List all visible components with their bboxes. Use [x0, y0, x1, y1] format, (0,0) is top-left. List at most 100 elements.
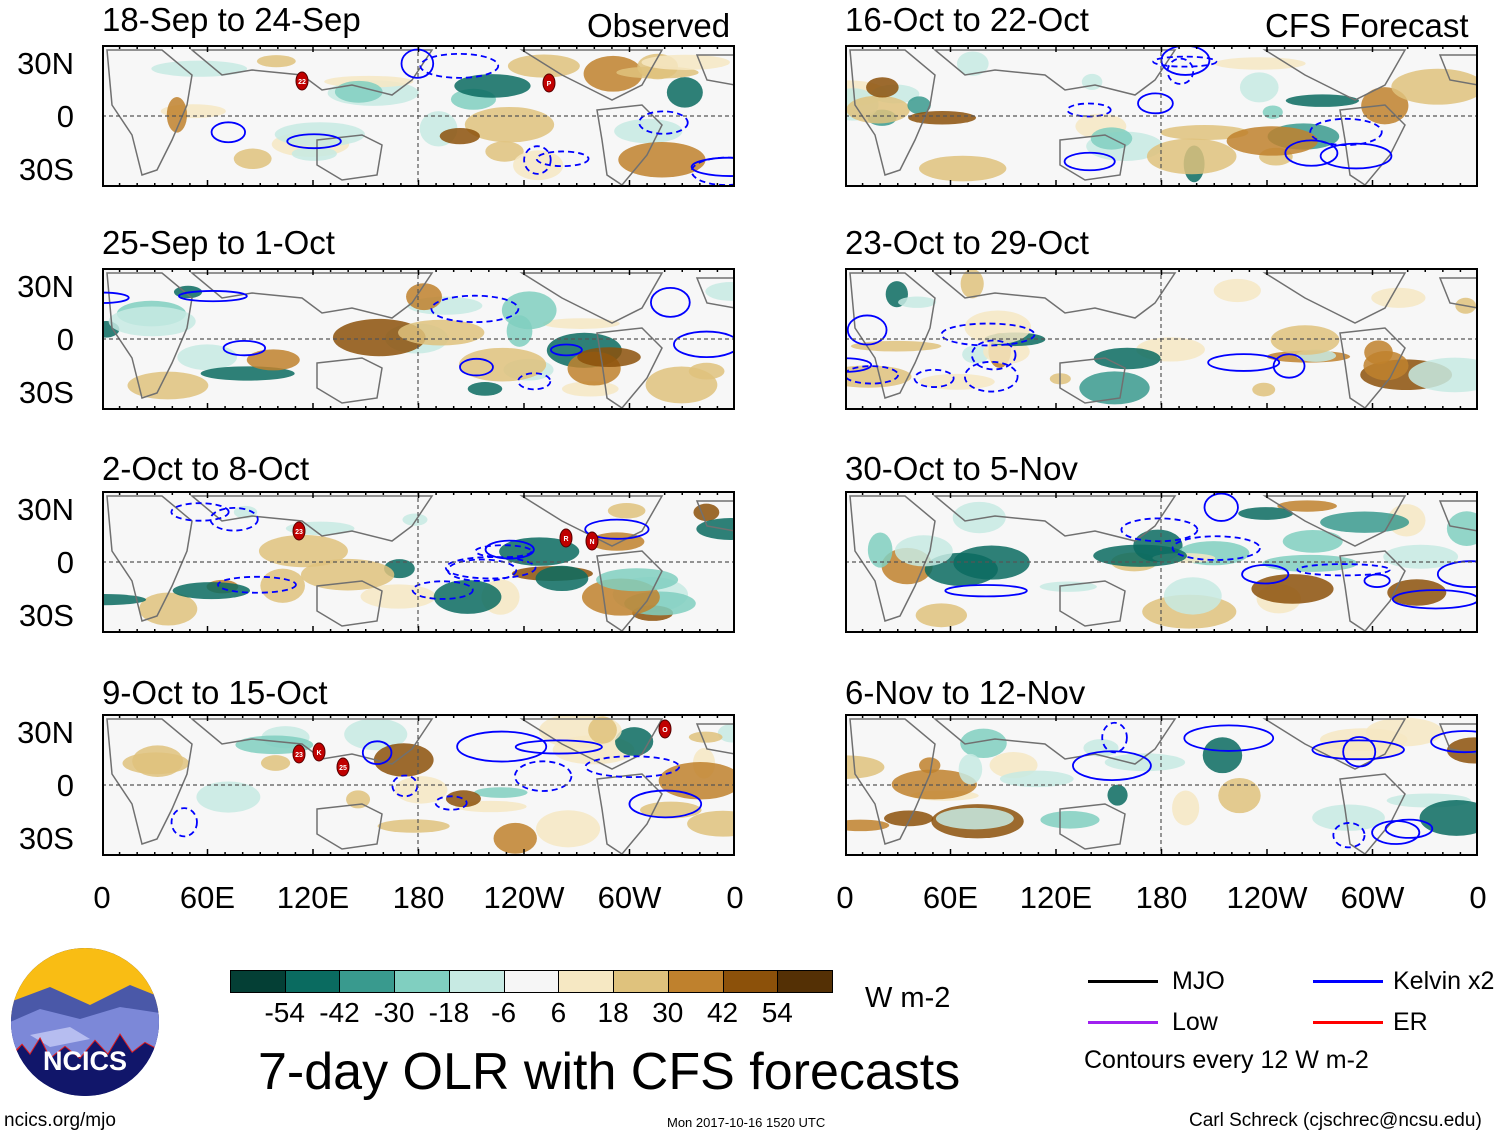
kelvin-contour — [391, 774, 419, 798]
storm-label: 22 — [298, 79, 306, 86]
kelvin-contour — [584, 518, 650, 540]
olr-anomaly-shade — [845, 819, 890, 832]
panel-title: 2-Oct to 8-Oct — [102, 450, 310, 487]
lat-label: 30S — [18, 598, 74, 633]
tropical-cyclone-icon: N — [585, 531, 599, 551]
coastline — [316, 357, 383, 404]
panel-title: 23-Oct to 29-Oct — [845, 224, 1089, 261]
olr-anomaly-shade — [439, 127, 480, 145]
kelvin-contour — [1241, 564, 1290, 585]
coastline — [1438, 500, 1478, 532]
coastline — [695, 54, 735, 86]
olr-anomaly-shade — [1320, 511, 1410, 533]
coastline — [1262, 718, 1407, 770]
coastline — [1262, 49, 1407, 101]
olr-anomaly-shade — [373, 743, 434, 777]
olr-anomaly-shade — [618, 142, 706, 178]
map-panel — [845, 45, 1478, 187]
kelvin-contour — [845, 365, 899, 385]
olr-anomaly-shade — [1391, 68, 1478, 105]
coastline — [1438, 277, 1478, 309]
olr-anomaly-shade — [233, 148, 272, 170]
olr-anomaly-shade — [1277, 500, 1337, 512]
coastline — [106, 272, 193, 399]
olr-anomaly-shade — [866, 77, 899, 98]
olr-anomaly-shade — [1262, 554, 1358, 572]
olr-anomaly-shade — [132, 745, 184, 777]
kelvin-contour — [1384, 818, 1434, 839]
kelvin-contour — [1101, 721, 1128, 754]
olr-anomaly-shade — [607, 503, 646, 519]
kelvin-contour — [913, 368, 955, 388]
olr-anomaly-shade — [300, 558, 395, 591]
olr-anomaly-shade — [891, 769, 977, 800]
contour-note: Contours every 12 W m-2 — [1084, 1046, 1369, 1074]
kelvin-contour — [446, 558, 518, 582]
logo-text: NCICS — [43, 1046, 127, 1076]
lat-label: 30N — [17, 492, 74, 527]
storm-label: 25 — [339, 765, 347, 772]
colorbar-label: 30 — [652, 997, 684, 1028]
olr-anomaly-shade — [693, 503, 720, 521]
coastline — [849, 718, 936, 845]
olr-anomaly-shade — [687, 810, 735, 837]
map-panel: 23 R N — [102, 491, 735, 633]
olr-anomaly-shade — [291, 146, 337, 161]
coastline — [1339, 327, 1406, 409]
kelvin-contour — [484, 539, 535, 560]
tropical-cyclone-icon: O — [658, 719, 672, 739]
olr-anomaly-shade — [1104, 753, 1186, 772]
olr-anomaly-shade — [542, 318, 620, 329]
olr-anomaly-shade — [688, 731, 723, 743]
kelvin-contour — [1342, 736, 1377, 768]
lon-label: 0 — [1469, 880, 1487, 915]
lon-label: 60W — [1340, 880, 1405, 915]
olr-anomaly-shade — [960, 269, 984, 299]
kelvin-contour — [940, 322, 1036, 347]
olr-anomaly-shade — [246, 349, 300, 371]
lat-label: 30N — [17, 46, 74, 81]
map-panel: 23 K 25 O — [102, 714, 735, 856]
colorbar-label: 18 — [597, 997, 629, 1028]
kelvin-contour — [1319, 142, 1393, 170]
olr-anomaly-shade — [1312, 804, 1385, 831]
colorbar-swatch — [777, 970, 833, 993]
coastline — [316, 134, 383, 181]
olr-anomaly-shade — [346, 790, 371, 809]
olr-anomaly-shade — [964, 310, 1032, 344]
olr-anomaly-shade — [1107, 784, 1128, 806]
olr-anomaly-shade — [688, 362, 725, 380]
olr-anomaly-shade — [915, 603, 968, 628]
olr-anomaly-shade — [1383, 544, 1459, 569]
coastline — [1262, 495, 1407, 547]
olr-anomaly-shade — [884, 810, 934, 827]
kelvin-contour — [1207, 353, 1281, 372]
coastline — [106, 718, 193, 845]
map-panel: 22 P — [102, 45, 735, 187]
olr-anomaly-shade — [260, 755, 291, 771]
kelvin-contour — [434, 795, 468, 811]
author-credit: Carl Schreck (cjschrec@ncsu.edu) — [1189, 1110, 1482, 1131]
lat-label: 30N — [17, 269, 74, 304]
kelvin-contour — [514, 739, 603, 755]
coastline — [596, 104, 663, 186]
olr-anomaly-shade — [485, 141, 524, 162]
colorbar-swatch — [503, 970, 560, 993]
olr-anomaly-shade — [658, 762, 735, 800]
olr-anomaly-shade — [1172, 790, 1200, 826]
olr-anomaly-shade — [1213, 278, 1261, 303]
kelvin-contour — [584, 755, 681, 778]
kelvin-contour — [430, 294, 520, 324]
olr-anomaly-shade — [256, 55, 296, 68]
website-link[interactable]: ncics.org/mjo — [4, 1110, 116, 1131]
lon-label: 0 — [93, 880, 111, 915]
kelvin-contour — [1120, 517, 1199, 543]
colorbar-label: -18 — [428, 997, 470, 1028]
olr-anomaly-shade — [258, 534, 348, 568]
lat-label: 30S — [18, 152, 74, 187]
olr-anomaly-shade — [398, 319, 485, 346]
olr-anomaly-shade — [907, 96, 931, 115]
colorbar-swatch — [284, 970, 341, 993]
olr-anomaly-shade — [501, 291, 557, 330]
olr-anomaly-shade — [908, 110, 977, 125]
